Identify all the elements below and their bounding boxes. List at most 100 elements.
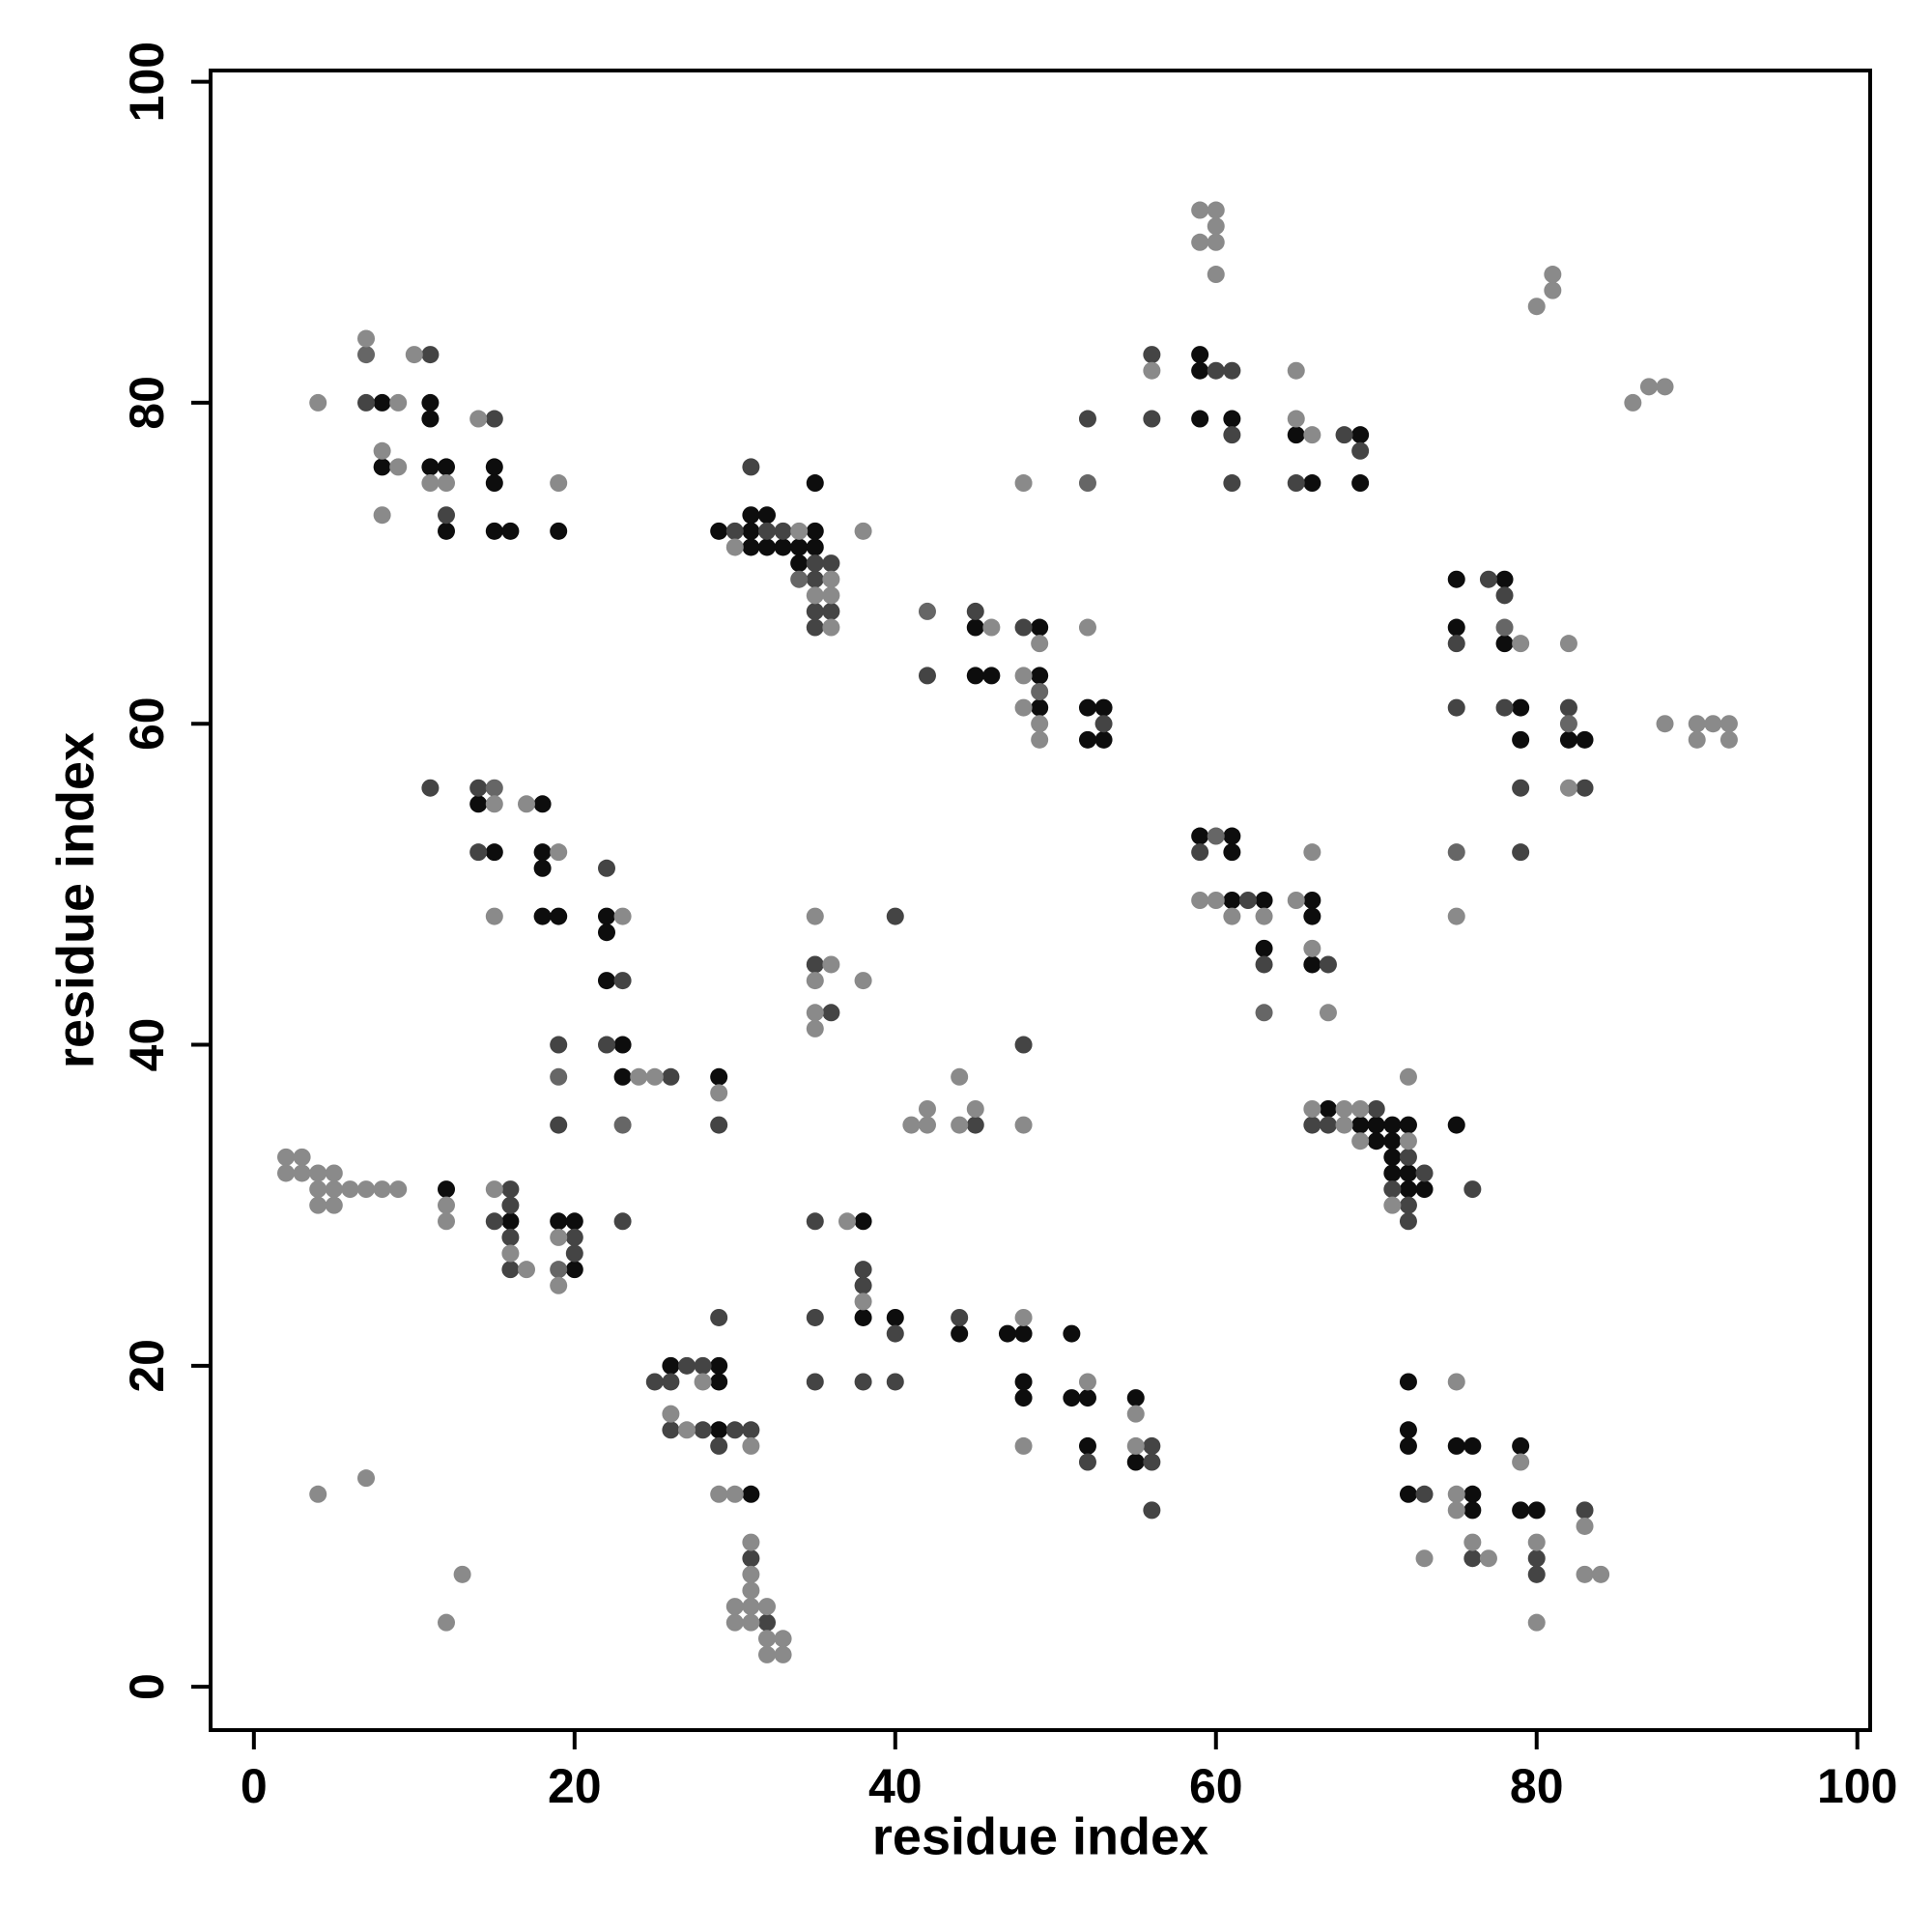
point [694,1356,712,1375]
point [1014,474,1033,493]
point [357,346,376,364]
point [1624,393,1642,412]
point [518,1261,536,1279]
point [1495,586,1514,605]
point [1688,715,1706,733]
point [645,1373,664,1391]
point [1031,715,1049,733]
point [1255,955,1273,974]
point [565,1261,583,1279]
point [1063,1324,1081,1343]
point [1207,201,1225,219]
point [357,393,376,412]
point [774,1645,792,1663]
x-tick-label: 40 [868,1759,923,1813]
point [1512,698,1530,717]
point [742,1436,760,1455]
point [1399,1164,1417,1182]
point [710,1067,728,1086]
point [757,1613,776,1632]
point [694,1373,712,1391]
point [1447,907,1465,925]
point [854,1373,872,1391]
point [742,1421,760,1439]
point [1223,907,1241,925]
point [1576,779,1594,797]
point [822,586,840,605]
point [1126,1389,1145,1407]
point [1078,618,1096,637]
point [1383,1180,1402,1199]
point [565,1212,583,1231]
point [1495,570,1514,588]
point [1223,361,1241,380]
point [1078,1373,1096,1391]
point [1463,1485,1482,1503]
point [1527,1501,1546,1520]
point [982,667,1001,685]
point [438,506,456,525]
point [1255,892,1273,909]
point [757,1630,776,1648]
point [518,795,536,813]
point [1014,698,1033,717]
point [1094,730,1113,749]
point [1207,892,1225,909]
point [613,1067,632,1086]
point [1287,426,1305,444]
point [677,1421,696,1439]
point [630,1067,648,1086]
point [790,522,809,540]
point [277,1164,296,1182]
point [550,1212,568,1231]
point [1303,1099,1321,1118]
point [1303,955,1321,974]
point [438,1613,456,1632]
point [1303,843,1321,862]
point [1447,1436,1465,1455]
point [309,1180,327,1199]
point [1415,1164,1434,1182]
point [1143,1436,1161,1455]
point [1447,618,1465,637]
point [613,972,632,990]
x-tick-label: 20 [548,1759,602,1813]
point [1287,361,1305,380]
point [1351,1116,1370,1134]
point [1399,1196,1417,1214]
point [421,779,440,797]
point [1527,1565,1546,1583]
point [677,1356,696,1375]
point [421,346,440,364]
point [1143,410,1161,428]
point [1351,1099,1370,1118]
point [1479,1549,1497,1568]
point [325,1164,343,1182]
point [806,586,824,605]
point [1143,346,1161,364]
point [662,1356,680,1375]
point [373,441,391,460]
point [1078,1436,1096,1455]
point [854,522,872,540]
point [550,1067,568,1086]
point [854,972,872,990]
point [1319,1004,1337,1022]
point [1447,1116,1465,1134]
point [485,843,503,862]
point [886,1308,904,1326]
point [742,1613,760,1632]
point [421,410,440,428]
point [757,522,776,540]
point [293,1164,311,1182]
point [438,1196,456,1214]
point [710,1485,728,1503]
point [1191,201,1209,219]
point [501,1244,520,1263]
point [1319,1116,1337,1134]
point [325,1180,343,1199]
point [550,1276,568,1294]
point [373,506,391,525]
point [662,1421,680,1439]
point [1576,1565,1594,1583]
